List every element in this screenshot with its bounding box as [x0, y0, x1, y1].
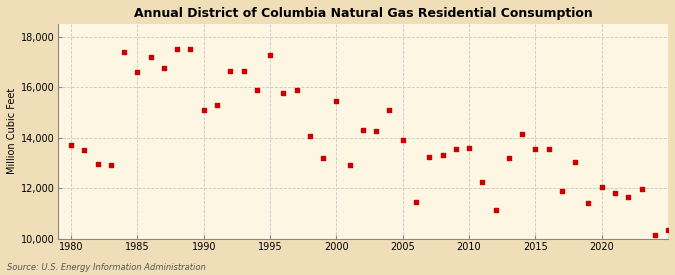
Point: [145, 54, 156, 59]
Point: [92, 162, 103, 166]
Point: [649, 233, 660, 237]
Point: [318, 156, 329, 160]
Point: [79, 148, 90, 153]
Point: [398, 138, 408, 142]
Point: [636, 187, 647, 192]
Point: [596, 185, 607, 189]
Point: [371, 129, 381, 134]
Point: [384, 108, 395, 112]
Point: [331, 99, 342, 103]
Point: [119, 50, 130, 54]
Point: [251, 87, 262, 92]
Point: [530, 147, 541, 151]
Point: [410, 200, 421, 204]
Point: [570, 160, 580, 164]
Point: [265, 53, 275, 58]
Point: [238, 68, 249, 73]
Point: [105, 163, 116, 168]
Point: [663, 228, 674, 232]
Point: [358, 128, 369, 132]
Point: [132, 70, 143, 74]
Point: [225, 68, 236, 73]
Point: [450, 147, 461, 151]
Point: [211, 103, 222, 107]
Point: [623, 195, 634, 199]
Point: [424, 155, 435, 159]
Point: [171, 47, 182, 51]
Y-axis label: Million Cubic Feet: Million Cubic Feet: [7, 88, 17, 174]
Point: [583, 201, 594, 206]
Point: [517, 132, 528, 136]
Point: [464, 145, 475, 150]
Point: [291, 87, 302, 92]
Point: [437, 153, 448, 158]
Point: [65, 143, 76, 147]
Point: [198, 108, 209, 112]
Point: [610, 191, 620, 196]
Point: [490, 208, 501, 212]
Point: [477, 180, 488, 184]
Point: [504, 156, 514, 160]
Text: Source: U.S. Energy Information Administration: Source: U.S. Energy Information Administ…: [7, 263, 205, 272]
Point: [159, 66, 169, 70]
Point: [278, 91, 289, 96]
Point: [344, 163, 355, 168]
Point: [543, 147, 554, 151]
Point: [185, 47, 196, 51]
Point: [304, 134, 315, 139]
Point: [556, 189, 567, 193]
Title: Annual District of Columbia Natural Gas Residential Consumption: Annual District of Columbia Natural Gas …: [134, 7, 592, 20]
